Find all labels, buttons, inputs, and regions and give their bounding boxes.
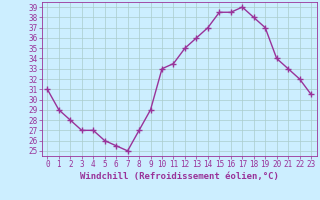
X-axis label: Windchill (Refroidissement éolien,°C): Windchill (Refroidissement éolien,°C) (80, 172, 279, 181)
